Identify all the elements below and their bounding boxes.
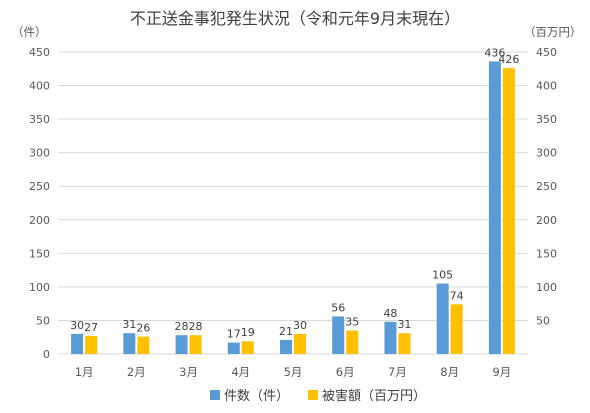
bar-damage <box>189 335 202 354</box>
data-label: 48 <box>383 307 397 320</box>
data-label: 436 <box>484 46 505 59</box>
category-label: 8月 <box>440 365 459 379</box>
data-label: 28 <box>175 320 189 333</box>
bar-count <box>123 333 136 354</box>
right-axis-unit: （百万円） <box>524 25 582 39</box>
left-tick-label: 50 <box>36 314 50 327</box>
right-tick-label: 350 <box>536 113 557 126</box>
category-axis: 1月 2月 3月 4月 5月 6月 7月 8月 9月 <box>75 365 512 379</box>
bar-damage <box>294 333 306 354</box>
legend-swatch <box>210 390 220 400</box>
bar-count <box>71 333 84 354</box>
bar-damage <box>241 341 254 354</box>
category-label: 4月 <box>231 365 250 379</box>
right-tick-label: 300 <box>536 147 557 160</box>
left-tick-label: 300 <box>29 147 50 160</box>
data-label: 17 <box>227 328 241 341</box>
data-label: 35 <box>345 316 359 329</box>
bar-damage <box>502 68 515 355</box>
left-axis-unit: （件） <box>12 25 47 39</box>
data-label: 26 <box>136 322 150 335</box>
data-label: 30 <box>293 319 307 332</box>
right-tick-label: 400 <box>536 80 557 93</box>
category-label: 7月 <box>388 365 407 379</box>
left-tick-label: 150 <box>29 247 50 260</box>
bar-damage <box>398 333 411 354</box>
category-label: 6月 <box>336 365 355 379</box>
data-label: 27 <box>84 321 98 334</box>
category-label: 5月 <box>284 365 303 379</box>
category-label: 2月 <box>127 365 146 379</box>
data-label: 31 <box>122 318 136 331</box>
bar-count <box>436 283 449 354</box>
data-label: 21 <box>279 325 293 338</box>
data-label: 105 <box>432 269 453 282</box>
legend-label: 件数（件） <box>224 389 289 404</box>
bar-count <box>280 339 292 354</box>
data-label: 19 <box>241 326 255 339</box>
right-tick-label: 450 <box>536 46 557 59</box>
bar-damage <box>85 335 98 354</box>
bar-damage <box>346 330 359 354</box>
right-axis: 50 100 150 200 250 300 350 400 450 <box>536 46 557 327</box>
legend-swatch <box>308 390 318 400</box>
left-tick-label: 350 <box>29 113 50 126</box>
bar-count <box>332 316 345 354</box>
data-label: 30 <box>70 319 84 332</box>
data-label: 31 <box>397 318 411 331</box>
right-tick-label: 200 <box>536 214 557 227</box>
left-axis: 0 50 100 150 200 250 300 350 400 450 <box>29 46 50 361</box>
bar-damage <box>137 336 150 354</box>
bar-count <box>175 335 188 354</box>
bars <box>71 61 515 355</box>
data-label: 74 <box>450 289 464 302</box>
right-tick-label: 50 <box>536 314 550 327</box>
left-tick-label: 250 <box>29 180 50 193</box>
legend-label: 被害額（百万円） <box>322 388 426 404</box>
gridlines <box>58 51 528 355</box>
legend: 件数（件） 被害額（百万円） <box>210 388 426 404</box>
left-tick-label: 200 <box>29 214 50 227</box>
chart-title: 不正送金事犯発生状況（令和元年9月末現在） <box>130 9 460 28</box>
bar-count <box>384 321 397 354</box>
category-label: 1月 <box>75 365 94 379</box>
right-tick-label: 150 <box>536 247 557 260</box>
data-label: 56 <box>331 301 345 314</box>
bar-count <box>227 342 240 354</box>
right-tick-label: 250 <box>536 180 557 193</box>
left-tick-label: 400 <box>29 80 50 93</box>
data-label: 28 <box>189 320 203 333</box>
bar-count <box>488 61 501 354</box>
left-tick-label: 0 <box>43 348 50 361</box>
category-label: 9月 <box>492 365 511 379</box>
data-label: 426 <box>498 53 519 66</box>
category-label: 3月 <box>179 365 198 379</box>
left-tick-label: 100 <box>29 281 50 294</box>
right-tick-label: 100 <box>536 281 557 294</box>
left-tick-label: 450 <box>29 46 50 59</box>
bar-damage <box>450 304 463 354</box>
